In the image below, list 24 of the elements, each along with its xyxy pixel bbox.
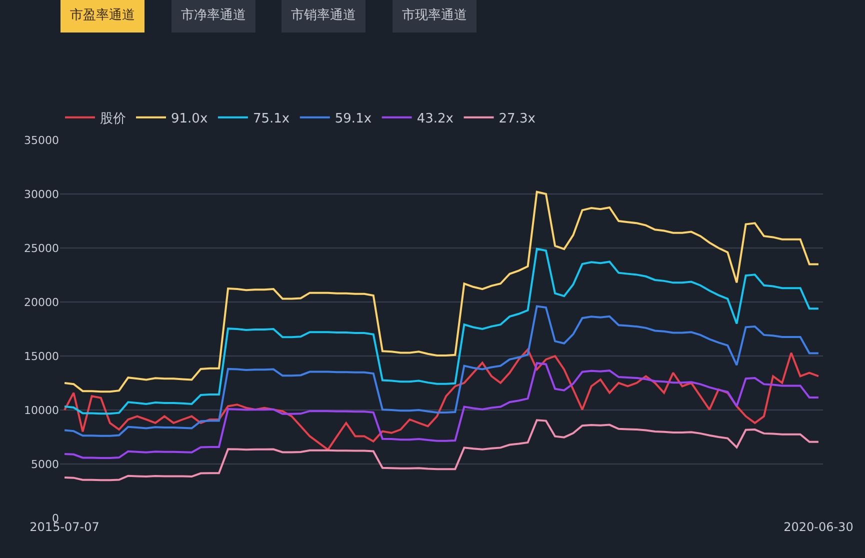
x-tick-label: 2020-06-30 bbox=[784, 520, 854, 534]
text: 市净率通道 bbox=[181, 7, 246, 23]
line-series bbox=[64, 248, 820, 415]
line-series bbox=[64, 305, 820, 437]
text: 市销率通道 bbox=[291, 7, 356, 23]
line-series bbox=[64, 190, 820, 393]
legend-label: 75.1x bbox=[252, 111, 290, 126]
legend-label: 43.2x bbox=[416, 111, 454, 126]
y-tick-label: 30000 bbox=[24, 188, 59, 201]
y-tick-label: 20000 bbox=[24, 296, 59, 309]
legend-label: 91.0x bbox=[171, 111, 208, 126]
text: 市现率通道 bbox=[402, 7, 467, 23]
legend-label: 27.3x bbox=[498, 111, 536, 126]
y-tick-label: 15000 bbox=[24, 350, 59, 363]
legend-label: 59.1x bbox=[334, 111, 372, 126]
y-tick-label: 5000 bbox=[31, 458, 59, 471]
line-series bbox=[64, 348, 820, 451]
line-series bbox=[64, 362, 820, 460]
y-tick-label: 35000 bbox=[24, 134, 59, 147]
legend-label: 股价 bbox=[100, 111, 126, 126]
y-tick-label: 10000 bbox=[24, 404, 59, 417]
text: 市盈率通道 bbox=[70, 7, 135, 23]
y-tick-label: 25000 bbox=[24, 242, 59, 255]
line-series bbox=[64, 419, 820, 482]
